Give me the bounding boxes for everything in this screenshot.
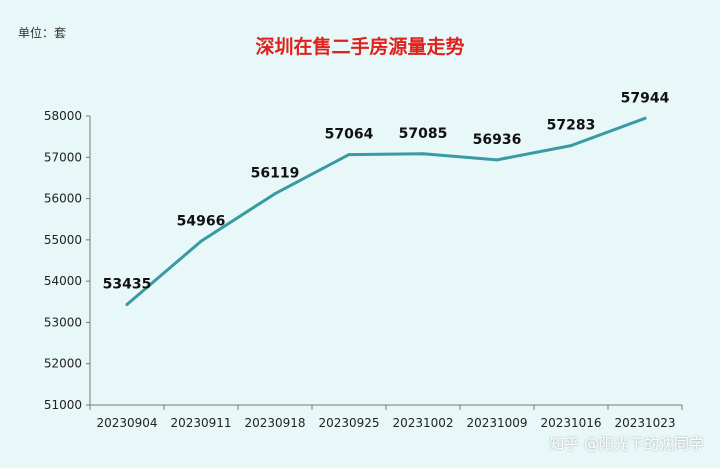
data-point (421, 152, 425, 156)
unit-label: 单位：套 (18, 26, 67, 40)
x-tick-label: 20230925 (318, 416, 379, 430)
data-label: 57085 (399, 126, 448, 142)
data-label: 56119 (251, 166, 300, 182)
x-tick-label: 20231002 (392, 416, 453, 430)
data-point (347, 153, 351, 157)
x-tick-label: 20230911 (170, 416, 231, 430)
data-label: 54966 (177, 213, 226, 229)
y-tick-label: 57000 (44, 150, 82, 164)
watermark: 知乎 @阳光下的沈同学 (549, 435, 704, 453)
data-point (273, 192, 277, 196)
y-tick-label: 56000 (44, 192, 82, 206)
data-label: 53435 (103, 276, 152, 292)
x-tick-label: 20231016 (540, 416, 601, 430)
y-tick-label: 58000 (44, 109, 82, 123)
data-point (495, 158, 499, 162)
chart-title: 深圳在售二手房源量走势 (255, 36, 465, 58)
data-label: 57944 (621, 90, 670, 106)
x-tick-label: 20231009 (466, 416, 527, 430)
data-label: 57283 (547, 118, 596, 134)
data-point (643, 116, 647, 120)
data-point (125, 302, 129, 306)
data-label: 57064 (325, 127, 374, 143)
y-tick-label: 54000 (44, 274, 82, 288)
series-line (125, 116, 647, 306)
data-point (199, 239, 203, 243)
y-tick-label: 52000 (44, 357, 82, 371)
y-tick-label: 53000 (44, 315, 82, 329)
x-tick-label: 20231023 (614, 416, 675, 430)
x-tick-label: 20230904 (96, 416, 157, 430)
x-tick-label: 20230918 (244, 416, 305, 430)
y-tick-label: 51000 (44, 398, 82, 412)
y-tick-label: 55000 (44, 233, 82, 247)
data-point (569, 144, 573, 148)
data-label: 56936 (473, 132, 522, 148)
